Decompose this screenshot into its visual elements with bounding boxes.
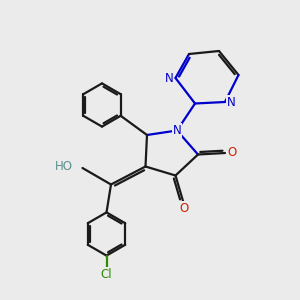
Text: Cl: Cl (101, 268, 112, 281)
Text: N: N (164, 71, 173, 85)
Text: N: N (172, 124, 182, 137)
Text: HO: HO (55, 160, 73, 173)
Text: N: N (227, 95, 236, 109)
Text: O: O (227, 146, 236, 160)
Text: O: O (180, 202, 189, 215)
